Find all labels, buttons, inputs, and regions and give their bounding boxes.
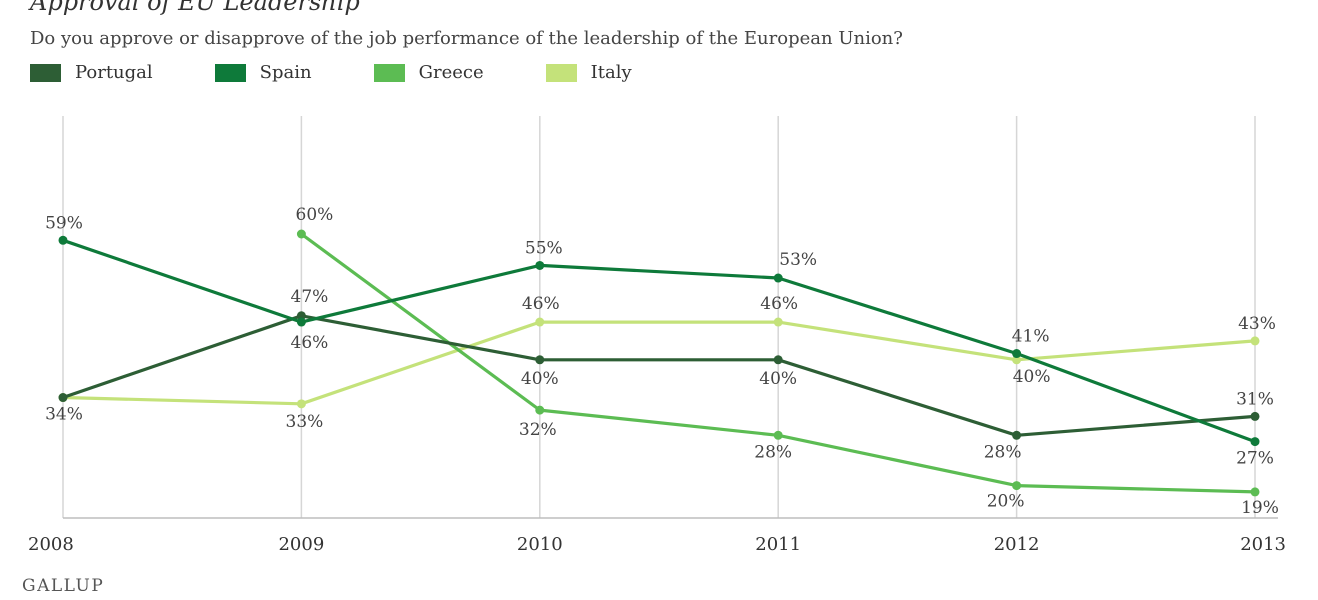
point-italy-2009 xyxy=(296,399,306,409)
point-greece-2009 xyxy=(296,229,306,239)
legend-swatch-italy xyxy=(545,63,577,82)
legend-item-portugal: Portugal xyxy=(30,62,153,83)
label-italy-2009: 33% xyxy=(286,412,324,432)
point-greece-2013 xyxy=(1250,487,1260,497)
point-italy-2012 xyxy=(1012,355,1022,365)
x-tick-2011: 2011 xyxy=(755,534,801,555)
label-portugal-2012: 28% xyxy=(984,442,1022,462)
label-spain-2010: 55% xyxy=(525,238,563,258)
point-portugal-2011 xyxy=(773,355,783,365)
x-tick-2012: 2012 xyxy=(994,534,1040,555)
point-greece-2011 xyxy=(773,430,783,440)
legend-swatch-spain xyxy=(214,63,246,82)
label-italy-2012: 40% xyxy=(1013,367,1051,387)
label-portugal-2009-top: 47% xyxy=(291,287,329,307)
label-italy-2008: 34% xyxy=(45,405,83,425)
point-italy-2013 xyxy=(1250,336,1260,346)
point-spain-2010 xyxy=(535,260,545,270)
point-spain-2008 xyxy=(58,235,68,245)
label-italy-2010: 46% xyxy=(522,294,560,314)
series-line-italy xyxy=(62,320,1256,406)
label-italy-2011: 46% xyxy=(760,294,798,314)
label-greece-2010: 32% xyxy=(519,420,557,440)
label-spain-2013: 27% xyxy=(1236,449,1274,469)
series-line-portugal xyxy=(62,314,1256,437)
legend: Portugal Spain Greece Italy xyxy=(30,62,694,83)
chart-title: Approval of EU Leadership xyxy=(30,0,360,16)
point-portugal-2012 xyxy=(1012,430,1022,440)
point-spain-2012 xyxy=(1012,349,1022,359)
label-spain-2009: 46% xyxy=(291,333,329,353)
point-portugal-2013 xyxy=(1250,411,1260,421)
point-greece-2010 xyxy=(535,405,545,415)
point-italy-2011 xyxy=(773,317,783,327)
label-greece-2011: 28% xyxy=(754,442,792,462)
point-spain-2013 xyxy=(1250,437,1260,447)
legend-label-spain: Spain xyxy=(259,62,312,83)
gallup-logo: GALLUP xyxy=(22,576,105,596)
point-spain-2009 xyxy=(296,317,306,327)
label-greece-2013: 19% xyxy=(1241,498,1279,518)
legend-swatch-portugal xyxy=(30,63,61,82)
point-portugal-2008 xyxy=(58,393,68,403)
point-portugal-2010 xyxy=(535,355,545,365)
point-spain-2011 xyxy=(773,273,783,283)
label-greece-2012: 20% xyxy=(987,492,1025,512)
label-portugal-2010: 40% xyxy=(521,369,559,389)
x-tick-2009: 2009 xyxy=(278,534,324,555)
label-portugal-2013: 31% xyxy=(1236,389,1274,409)
point-italy-2010 xyxy=(535,317,545,327)
chart-subtitle: Do you approve or disapprove of the job … xyxy=(30,28,903,49)
label-spain-2011: 53% xyxy=(779,250,817,270)
label-greece-2009: 60% xyxy=(296,205,334,225)
x-tick-2013: 2013 xyxy=(1240,534,1286,555)
point-portugal-2009 xyxy=(296,311,306,321)
legend-label-portugal: Portugal xyxy=(75,62,153,83)
label-italy-2013: 43% xyxy=(1238,314,1276,334)
x-tick-2010: 2010 xyxy=(517,534,563,555)
label-spain-2008: 59% xyxy=(45,213,83,233)
legend-item-greece: Greece xyxy=(373,62,484,83)
legend-item-spain: Spain xyxy=(214,62,312,83)
x-tick-2008: 2008 xyxy=(28,534,74,555)
point-greece-2012 xyxy=(1012,481,1022,491)
legend-item-italy: Italy xyxy=(545,62,632,83)
label-portugal-2011: 40% xyxy=(759,369,797,389)
label-spain-2012: 41% xyxy=(1012,327,1050,347)
legend-label-italy: Italy xyxy=(590,62,632,83)
legend-label-greece: Greece xyxy=(418,62,484,83)
legend-swatch-greece xyxy=(373,63,405,82)
series-line-spain xyxy=(62,238,1256,444)
